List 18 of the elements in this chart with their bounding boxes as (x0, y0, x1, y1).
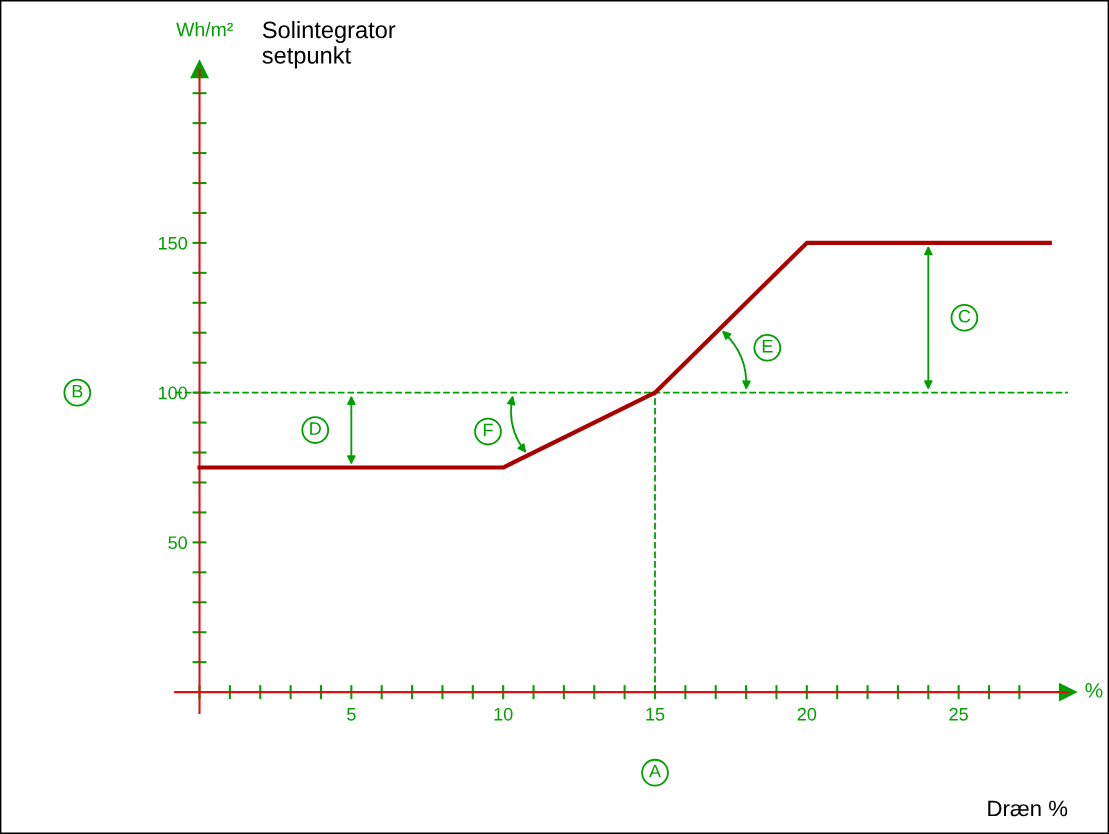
x-tick-label: 20 (797, 707, 817, 721)
y-tick-label: 150 (158, 236, 188, 250)
x-axis-title: Dræn % (988, 800, 1068, 817)
x-tick-label: 15 (646, 708, 665, 721)
y-tick-label: 50 (168, 536, 187, 550)
ref-line-label: A (649, 764, 661, 778)
y-tick-label: 100 (158, 386, 188, 400)
annotation: F (483, 423, 493, 437)
x-tick-label: 25 (949, 707, 968, 721)
annotation: C (958, 309, 971, 323)
x-tick-label: 5 (347, 708, 356, 721)
annotation: E (762, 339, 773, 353)
ref-line-label: B (72, 384, 83, 398)
text: % (1085, 683, 1103, 698)
x-tick-label: 10 (494, 707, 513, 721)
chart-title: Solintegrator setpunkt (262, 20, 396, 69)
y-axis-title: Wh/m² (176, 22, 233, 37)
annotation: D (310, 422, 321, 435)
